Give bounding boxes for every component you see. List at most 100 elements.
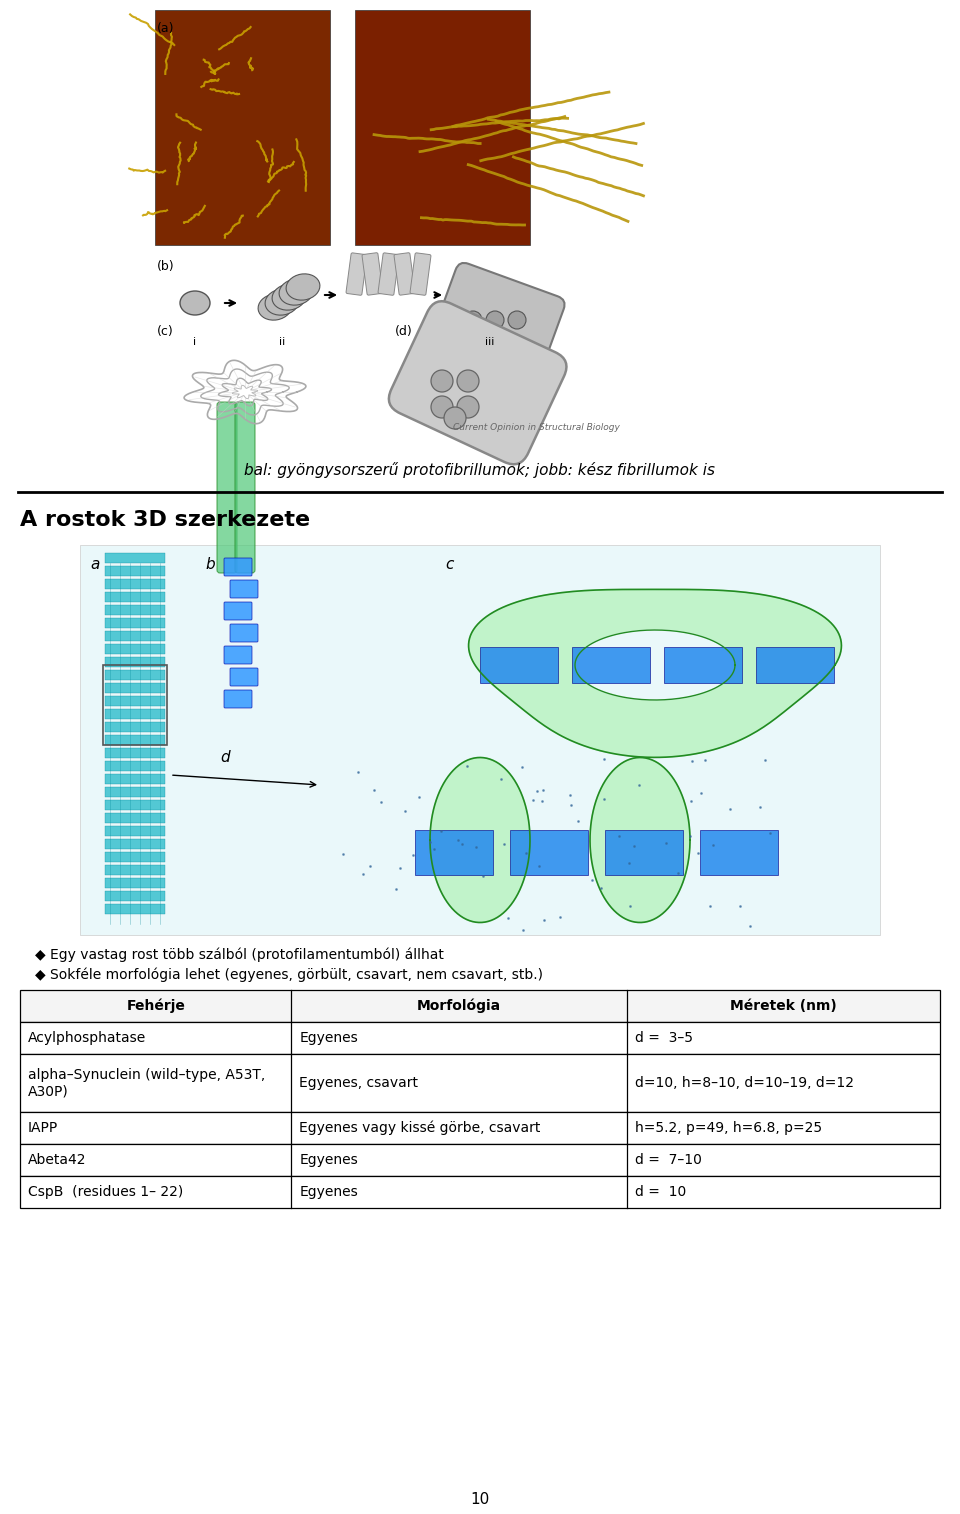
Bar — [155, 11, 330, 245]
Bar — [20, 990, 940, 1022]
Ellipse shape — [180, 291, 210, 315]
Bar — [105, 566, 165, 575]
Circle shape — [464, 310, 482, 329]
Text: Abeta42: Abeta42 — [28, 1154, 86, 1167]
Bar — [105, 787, 165, 796]
Text: Fehérje: Fehérje — [127, 999, 185, 1013]
Text: d =  7–10: d = 7–10 — [636, 1154, 702, 1167]
Text: Egyenes vagy kissé görbe, csavart: Egyenes vagy kissé görbe, csavart — [300, 1120, 540, 1136]
Text: ◆ Egy vastag rost több szálból (protofilamentumból) állhat: ◆ Egy vastag rost több szálból (protofil… — [35, 946, 444, 961]
Text: c: c — [445, 557, 453, 572]
Bar — [105, 799, 165, 810]
Bar — [105, 774, 165, 784]
Text: d =  3–5: d = 3–5 — [636, 1031, 693, 1045]
Text: Egyenes, csavart: Egyenes, csavart — [300, 1076, 419, 1090]
Text: A rostok 3D szerkezete: A rostok 3D szerkezete — [20, 510, 310, 530]
Text: Acylphosphatase: Acylphosphatase — [28, 1031, 146, 1045]
FancyBboxPatch shape — [235, 403, 255, 572]
Bar — [105, 864, 165, 875]
Bar — [700, 830, 778, 875]
FancyBboxPatch shape — [378, 253, 399, 295]
Bar — [105, 631, 165, 640]
Ellipse shape — [272, 283, 306, 310]
FancyBboxPatch shape — [224, 690, 252, 709]
Text: ii: ii — [278, 338, 285, 347]
Bar — [105, 878, 165, 889]
FancyBboxPatch shape — [346, 253, 367, 295]
Bar — [664, 646, 742, 683]
Text: h=5.2, p=49, h=6.8, p=25: h=5.2, p=49, h=6.8, p=25 — [636, 1120, 823, 1136]
Bar — [105, 606, 165, 615]
Bar — [20, 1022, 940, 1054]
Bar — [105, 722, 165, 731]
Bar — [415, 830, 493, 875]
Polygon shape — [468, 589, 841, 757]
Bar — [105, 892, 165, 901]
Bar — [105, 827, 165, 836]
Text: CspB  (residues 1– 22): CspB (residues 1– 22) — [28, 1185, 183, 1199]
Ellipse shape — [265, 289, 299, 315]
Circle shape — [444, 407, 466, 428]
Bar — [105, 643, 165, 654]
Bar — [20, 1145, 940, 1176]
Bar — [480, 646, 558, 683]
FancyBboxPatch shape — [394, 253, 415, 295]
Text: b: b — [205, 557, 215, 572]
Bar — [20, 1054, 940, 1111]
Polygon shape — [590, 757, 690, 922]
FancyBboxPatch shape — [224, 603, 252, 621]
Text: IAPP: IAPP — [28, 1120, 59, 1136]
FancyBboxPatch shape — [230, 668, 258, 686]
Text: (a): (a) — [157, 23, 175, 35]
Text: iii: iii — [486, 338, 494, 347]
Text: Egyenes: Egyenes — [300, 1185, 358, 1199]
Text: Egyenes: Egyenes — [300, 1154, 358, 1167]
Bar — [105, 578, 165, 589]
Text: Current Opinion in Structural Biology: Current Opinion in Structural Biology — [453, 422, 620, 431]
Circle shape — [457, 369, 479, 392]
Bar — [105, 813, 165, 824]
Polygon shape — [430, 757, 530, 922]
Bar — [105, 671, 165, 680]
Circle shape — [431, 369, 453, 392]
Text: d =  10: d = 10 — [636, 1185, 686, 1199]
Ellipse shape — [258, 294, 292, 319]
Bar — [105, 904, 165, 914]
Bar — [105, 696, 165, 706]
Bar — [355, 11, 530, 245]
Circle shape — [508, 310, 526, 329]
Polygon shape — [575, 630, 735, 699]
Text: a: a — [90, 557, 100, 572]
Text: Egyenes: Egyenes — [300, 1031, 358, 1045]
Bar — [105, 553, 165, 563]
Bar — [105, 592, 165, 603]
Bar — [105, 852, 165, 861]
Bar — [105, 762, 165, 771]
Bar — [105, 683, 165, 693]
Bar — [103, 665, 167, 745]
FancyBboxPatch shape — [362, 253, 383, 295]
FancyBboxPatch shape — [441, 263, 564, 356]
Text: Morfológia: Morfológia — [418, 999, 501, 1013]
Bar — [20, 1176, 940, 1208]
Circle shape — [457, 397, 479, 418]
Text: 10: 10 — [470, 1491, 490, 1506]
Text: Méretek (nm): Méretek (nm) — [731, 999, 837, 1013]
Circle shape — [486, 310, 504, 329]
Bar — [105, 657, 165, 668]
Bar — [80, 545, 880, 936]
Bar — [756, 646, 834, 683]
Text: d=10, h=8–10, d=10–19, d=12: d=10, h=8–10, d=10–19, d=12 — [636, 1076, 854, 1090]
Bar — [20, 1111, 940, 1145]
FancyBboxPatch shape — [217, 403, 237, 572]
FancyBboxPatch shape — [410, 253, 431, 295]
Text: (d): (d) — [395, 326, 413, 338]
FancyBboxPatch shape — [224, 559, 252, 575]
Text: alpha–Synuclein (wild–type, A53T,
A30P): alpha–Synuclein (wild–type, A53T, A30P) — [28, 1067, 265, 1098]
FancyBboxPatch shape — [230, 624, 258, 642]
Text: (c): (c) — [157, 326, 174, 338]
Text: (b): (b) — [157, 260, 175, 273]
Text: d: d — [220, 749, 229, 765]
Bar — [105, 618, 165, 628]
Bar — [105, 709, 165, 719]
